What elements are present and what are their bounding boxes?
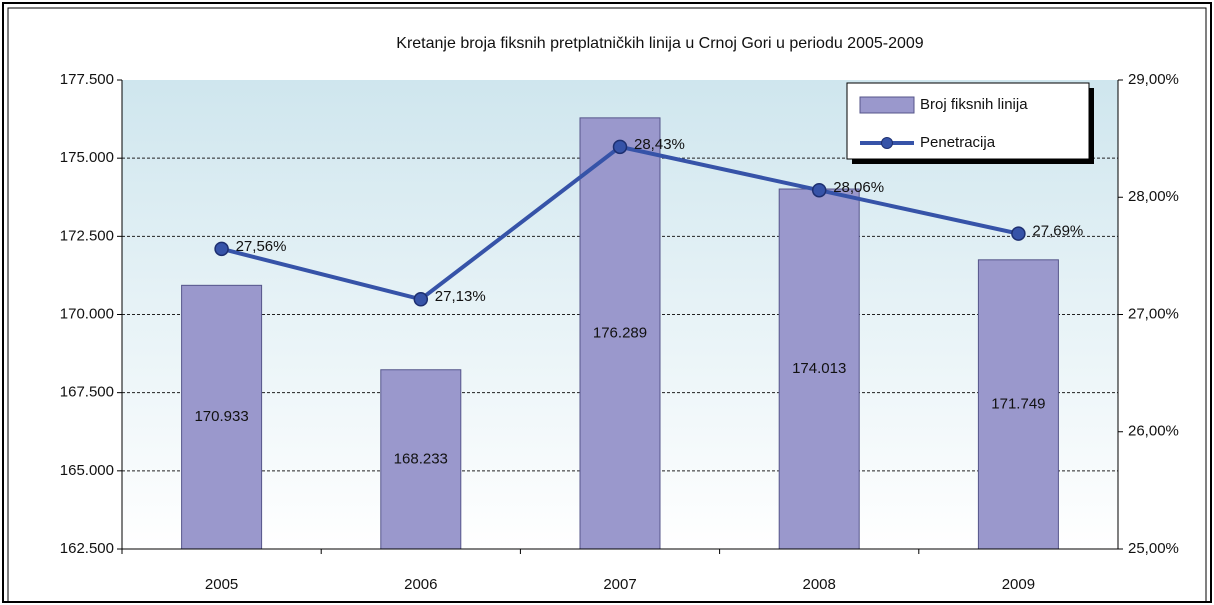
x-tick-label: 2005 (205, 576, 238, 593)
inner-frame (7, 7, 1207, 603)
y2-tick-label: 25,00% (1128, 540, 1179, 557)
line-marker (811, 182, 827, 198)
y-tick-label: 175.000 (60, 149, 114, 166)
bar-value-label: 168.233 (394, 450, 448, 467)
x-tick-label: 2007 (603, 576, 636, 593)
bar (380, 369, 462, 550)
y-tick-label: 170.000 (60, 305, 114, 322)
y2-tick-label: 29,00% (1128, 71, 1179, 88)
line-value-label: 27,13% (435, 288, 486, 305)
line-value-label: 27,56% (236, 238, 287, 255)
x-tick-label: 2008 (803, 576, 836, 593)
legend-label: Broj fiksnih linija (920, 96, 1028, 113)
x-tick-label: 2006 (404, 576, 437, 593)
bar-value-label: 171.749 (991, 395, 1045, 412)
line-value-label: 28,43% (634, 136, 685, 153)
bar-value-label: 170.933 (194, 408, 248, 425)
line-value-label: 28,06% (833, 179, 884, 196)
y-tick-label: 177.500 (60, 71, 114, 88)
y2-tick-label: 26,00% (1128, 423, 1179, 440)
line-marker (1011, 226, 1026, 241)
line-marker (413, 292, 429, 307)
y-tick-label: 162.500 (60, 540, 114, 557)
legend-label: Penetracija (920, 134, 996, 151)
legend: Broj fiksnih linija Penetracija (846, 82, 1094, 164)
y-tick-label: 165.000 (60, 462, 114, 479)
y-tick-label: 172.500 (60, 227, 114, 244)
legend-marker (881, 137, 893, 149)
legend-swatch (859, 96, 915, 114)
line-value-label: 27,69% (1032, 223, 1083, 240)
y2-tick-label: 27,00% (1128, 305, 1179, 322)
bar (579, 117, 661, 550)
y2-tick-label: 28,00% (1128, 188, 1179, 205)
bar (181, 284, 263, 550)
line-marker (612, 139, 628, 155)
bar (977, 259, 1059, 550)
chart-title: Kretanje broja fiksnih pretplatničkih li… (396, 35, 924, 52)
line-marker (214, 241, 229, 257)
bar-value-label: 176.289 (593, 324, 647, 341)
bar-value-label: 174.013 (792, 360, 846, 377)
marks (181, 117, 1059, 550)
x-tick-label: 2009 (1002, 576, 1035, 593)
y-tick-label: 167.500 (60, 384, 114, 401)
